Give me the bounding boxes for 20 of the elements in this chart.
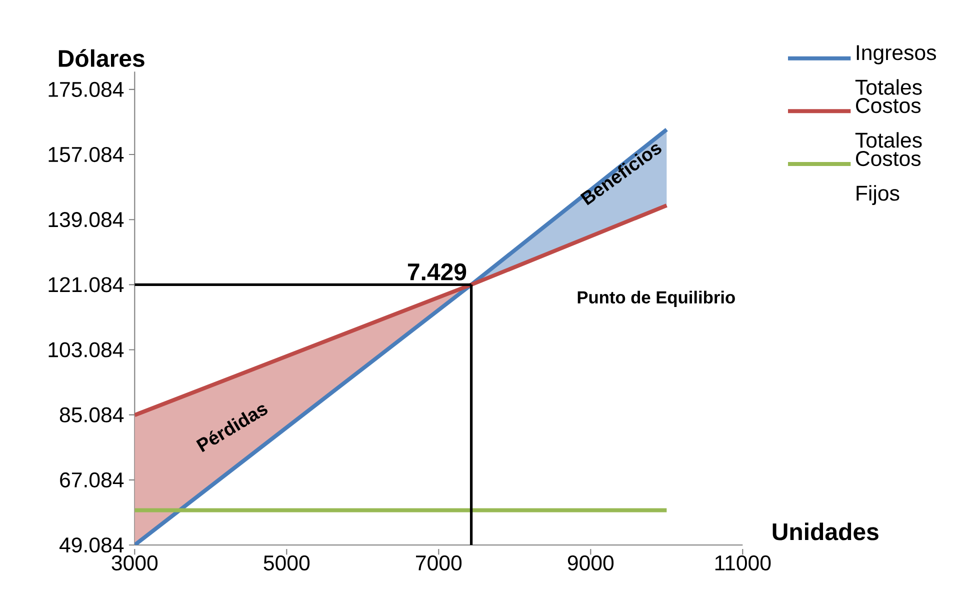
x-tick-label: 11000 <box>715 555 771 571</box>
annotation: 7.429 <box>408 263 466 280</box>
annotation: Punto de Equilibrio <box>578 290 735 307</box>
x-tick-label: 7000 <box>416 555 462 571</box>
y-tick-label: 121.084 <box>48 277 124 292</box>
y-tick-label: 139.084 <box>48 212 124 228</box>
y-tick-label: 157.084 <box>48 146 124 162</box>
x-tick-label: 3000 <box>112 555 158 571</box>
y-axis-title: Dólares <box>58 49 144 67</box>
legend-label: Ingresos Totales <box>855 45 936 95</box>
y-tick-label: 103.084 <box>48 342 124 358</box>
legend-label: Costos Totales <box>855 98 922 148</box>
y-tick-label: 175.084 <box>48 82 124 97</box>
y-tick-label: 67.084 <box>60 472 124 488</box>
legend-label: Costos Fijos <box>856 150 921 205</box>
x-tick-label: 5000 <box>264 555 310 571</box>
x-tick-label: 9000 <box>568 555 614 571</box>
x-axis-title: Unidades <box>772 522 878 540</box>
y-tick-label: 49.084 <box>59 537 124 553</box>
y-tick-label: 85.084 <box>60 407 124 422</box>
